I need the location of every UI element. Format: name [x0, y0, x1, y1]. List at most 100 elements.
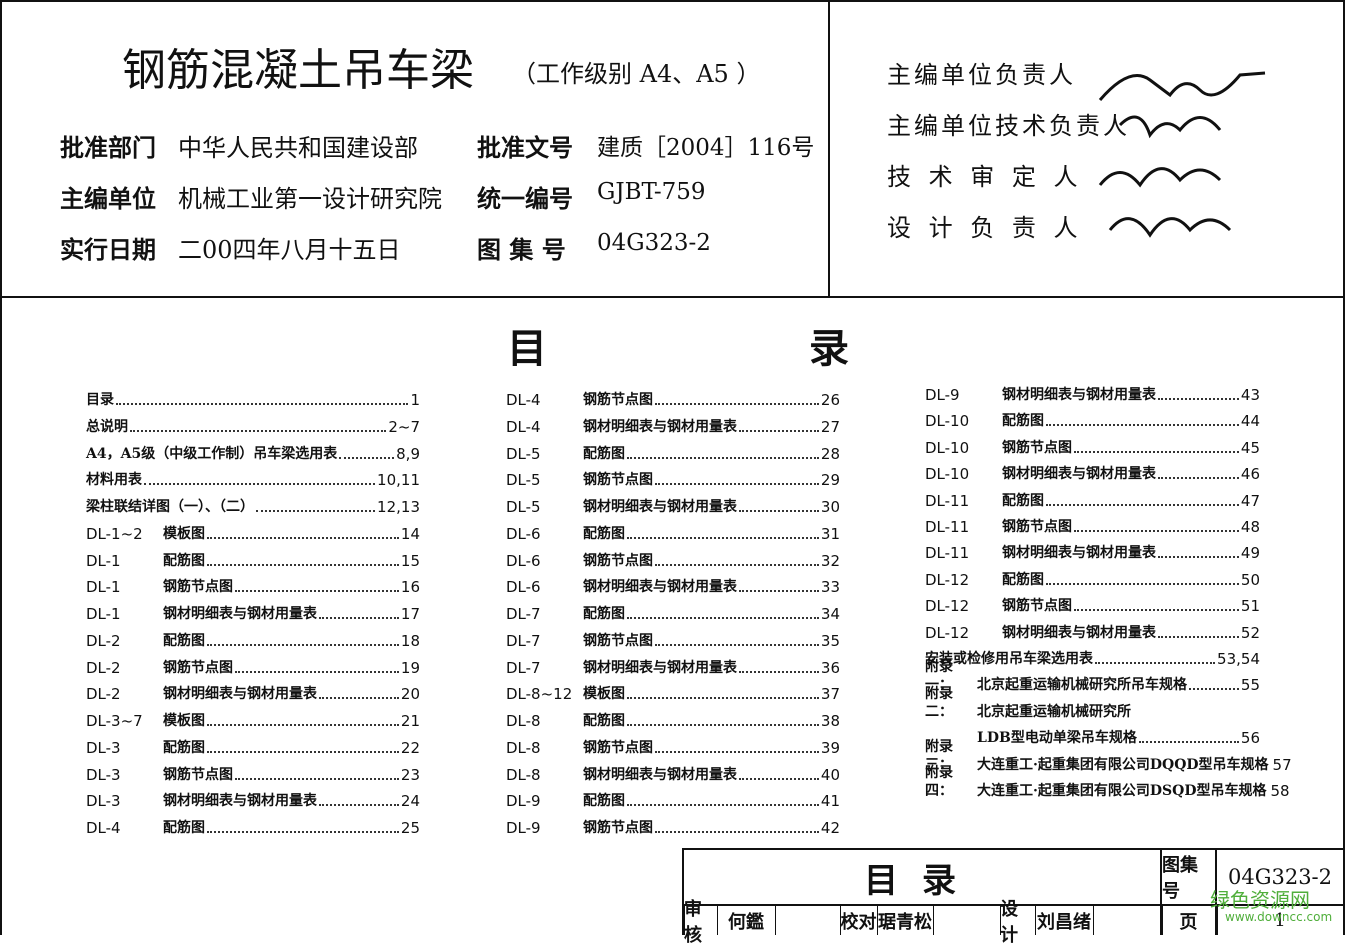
- toc-name: 梁柱联结详图（一）、（二）: [86, 499, 254, 515]
- role: 主编单位技术负责人: [887, 112, 1130, 140]
- toc-row: 附录二： 北京起重运输机械研究所: [925, 686, 1260, 721]
- line: [775, 906, 776, 935]
- toc-page: 40: [820, 765, 840, 784]
- toc-name: 钢材明细表与钢材用量表: [1002, 466, 1156, 483]
- line: [1035, 906, 1036, 935]
- toc-row: DL-6 钢筋节点图 32: [506, 550, 840, 570]
- toc-page: 33: [820, 578, 840, 597]
- toc-page: 20: [400, 685, 420, 704]
- block-review: 审核: [684, 898, 702, 946]
- toc-name: 钢筋节点图: [163, 659, 233, 676]
- toc-code: DL-3: [86, 792, 121, 811]
- toc-code: DL-2: [86, 631, 121, 650]
- line: [1093, 906, 1094, 935]
- toc-code: DL-9: [506, 819, 541, 837]
- toc-row: DL-6 配筋图 31: [506, 523, 840, 543]
- leader: [207, 750, 399, 753]
- toc-row: 附录四： 大连重工·起重集团有限公司DSQD型吊车规格 58: [925, 765, 1290, 800]
- toc-row: LDB型电动单梁吊车规格 56: [925, 727, 1260, 747]
- toc-page: 43: [1240, 386, 1260, 404]
- leader: [655, 750, 819, 753]
- leader: [1074, 609, 1239, 612]
- toc-page: 30: [820, 498, 840, 516]
- watermark-url: www.downcc.com: [1225, 910, 1333, 924]
- toc-name: 模板图: [163, 525, 205, 542]
- toc-name: 钢材明细表与钢材用量表: [583, 418, 737, 435]
- toc-name: 钢筋节点图: [163, 766, 233, 783]
- block-title: 目录: [864, 860, 980, 901]
- block-reviewer: 何鑑: [728, 911, 764, 933]
- toc-page: 25: [400, 819, 420, 837]
- leader: [655, 643, 819, 646]
- toc-page: 58: [1270, 782, 1290, 800]
- toc-page: 27: [820, 417, 840, 436]
- leader: [739, 777, 819, 780]
- leader: [116, 403, 409, 405]
- toc-page: 44: [1240, 412, 1260, 431]
- leader: [627, 724, 819, 726]
- toc-code: DL-7: [506, 658, 541, 677]
- toc-page: 50: [1240, 570, 1260, 589]
- block-page: 1: [1274, 910, 1286, 931]
- info-label: 主编单位: [60, 184, 156, 213]
- toc-code: DL-5: [506, 444, 541, 463]
- toc-page: 26: [820, 391, 840, 409]
- toc-name: 钢筋节点图: [1002, 598, 1072, 615]
- line: [682, 848, 1345, 850]
- toc-code: DL-3: [86, 765, 121, 784]
- toc-page: 53,54: [1217, 650, 1260, 668]
- toc-code: DL-10: [925, 438, 970, 457]
- leader: [627, 536, 819, 539]
- info-label: 图 集 号: [477, 235, 566, 264]
- toc-code: DL-11: [925, 544, 970, 563]
- toc-row: DL-12 钢筋节点图 51: [925, 595, 1260, 615]
- toc-row: DL-7 配筋图 34: [506, 603, 840, 623]
- divider: [0, 296, 1345, 298]
- toc-code: DL-11: [925, 518, 970, 536]
- leader: [339, 456, 395, 459]
- toc-page: 15: [400, 551, 420, 570]
- toc-row: DL-8~12 模板图 37: [506, 683, 840, 703]
- toc-code: DL-8: [506, 712, 541, 730]
- subtitle: （工作级别 A4、A5 ）: [512, 60, 761, 88]
- role: 主编单位负责人: [887, 61, 1076, 89]
- toc-code: DL-8~12: [506, 685, 573, 704]
- toc-name: 目录: [86, 392, 114, 408]
- toc-row: DL-3~7 模板图 21: [86, 710, 420, 730]
- line: [1162, 906, 1163, 935]
- toc-code: DL-1: [86, 605, 121, 623]
- toc-page: 56: [1240, 729, 1260, 748]
- toc-name: 钢筋节点图: [583, 472, 653, 489]
- info-label: 统一编号: [477, 184, 573, 213]
- toc-name: 钢材明细表与钢材用量表: [1002, 545, 1156, 562]
- leader: [1046, 503, 1239, 506]
- toc-page: 12,13: [377, 498, 420, 516]
- toc-page: 49: [1240, 544, 1260, 563]
- toc-name: 钢筋节点图: [583, 392, 653, 408]
- toc-row: DL-1~2 模板图 14: [86, 523, 420, 543]
- toc-name: 钢材明细表与钢材用量表: [583, 499, 737, 515]
- leader: [207, 643, 399, 646]
- toc-name: 大连重工·起重集团有限公司DQQD型吊车规格: [977, 756, 1269, 773]
- atlas-no: 04G323-2: [1227, 865, 1333, 889]
- toc-page: 41: [820, 792, 840, 811]
- toc-name: 钢材明细表与钢材用量表: [583, 579, 737, 596]
- toc-page: 8,9: [396, 444, 420, 463]
- toc-page: 19: [400, 658, 420, 677]
- toc-page: 2~7: [388, 417, 420, 436]
- toc-name: 钢材明细表与钢材用量表: [1002, 624, 1156, 641]
- toc-name: 材料用表: [86, 472, 142, 489]
- toc-row: DL-5 配筋图 28: [506, 443, 840, 463]
- toc-name: 钢筋节点图: [583, 632, 653, 649]
- info-label: 批准部门: [60, 133, 156, 162]
- toc-code: 附录三：: [925, 738, 953, 773]
- toc-code: DL-12: [925, 597, 970, 616]
- divider: [828, 0, 830, 296]
- toc-row: DL-3 钢材明细表与钢材用量表 24: [86, 790, 420, 810]
- toc-code: DL-4: [86, 819, 121, 837]
- toc-code: DL-5: [506, 471, 541, 490]
- toc-code: DL-12: [925, 570, 970, 589]
- toc-code: DL-1: [86, 551, 121, 570]
- toc-row: 目录 1: [86, 389, 420, 409]
- signature: [1118, 115, 1222, 139]
